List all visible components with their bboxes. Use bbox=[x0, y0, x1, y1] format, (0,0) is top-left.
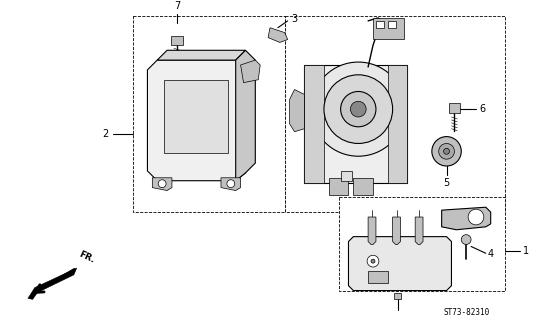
Polygon shape bbox=[221, 178, 241, 190]
Bar bbox=[353, 178, 373, 196]
Circle shape bbox=[367, 255, 379, 267]
Text: 6: 6 bbox=[479, 104, 485, 114]
Bar bbox=[373, 18, 404, 39]
Circle shape bbox=[311, 62, 405, 156]
Polygon shape bbox=[349, 236, 451, 291]
Bar bbox=[305, 65, 408, 183]
Bar bbox=[305, 65, 324, 183]
Polygon shape bbox=[442, 207, 491, 230]
Polygon shape bbox=[241, 60, 260, 83]
Polygon shape bbox=[157, 50, 246, 60]
Bar bbox=[368, 271, 388, 283]
Bar bbox=[393, 292, 402, 300]
Text: ST73-82310: ST73-82310 bbox=[443, 308, 489, 317]
Polygon shape bbox=[368, 217, 376, 244]
Text: 7: 7 bbox=[174, 1, 180, 11]
Circle shape bbox=[227, 180, 235, 188]
Text: FR.: FR. bbox=[77, 250, 95, 265]
Polygon shape bbox=[289, 90, 305, 132]
Circle shape bbox=[351, 101, 366, 117]
Text: 5: 5 bbox=[443, 178, 450, 188]
Circle shape bbox=[158, 180, 166, 188]
Bar bbox=[340, 171, 352, 181]
Bar bbox=[285, 16, 505, 212]
Circle shape bbox=[371, 259, 375, 263]
Polygon shape bbox=[392, 217, 401, 244]
Polygon shape bbox=[268, 28, 288, 43]
Polygon shape bbox=[415, 217, 423, 244]
Circle shape bbox=[340, 92, 376, 127]
Bar bbox=[339, 197, 505, 291]
Bar bbox=[133, 16, 285, 212]
Circle shape bbox=[438, 143, 454, 159]
Polygon shape bbox=[147, 60, 246, 181]
Circle shape bbox=[461, 235, 471, 244]
Bar bbox=[449, 103, 460, 113]
Polygon shape bbox=[152, 178, 172, 190]
Polygon shape bbox=[236, 50, 255, 181]
Bar bbox=[164, 80, 228, 153]
Polygon shape bbox=[171, 36, 183, 45]
Bar bbox=[388, 65, 408, 183]
Bar bbox=[388, 21, 396, 28]
Text: 4: 4 bbox=[488, 249, 494, 259]
Text: 1: 1 bbox=[523, 246, 529, 256]
Bar bbox=[376, 21, 384, 28]
Bar bbox=[329, 178, 349, 196]
Text: 2: 2 bbox=[102, 129, 108, 139]
Text: 3: 3 bbox=[292, 14, 298, 24]
Circle shape bbox=[443, 148, 449, 154]
Circle shape bbox=[432, 137, 461, 166]
Circle shape bbox=[324, 75, 392, 143]
Polygon shape bbox=[28, 268, 77, 300]
Circle shape bbox=[468, 209, 484, 225]
